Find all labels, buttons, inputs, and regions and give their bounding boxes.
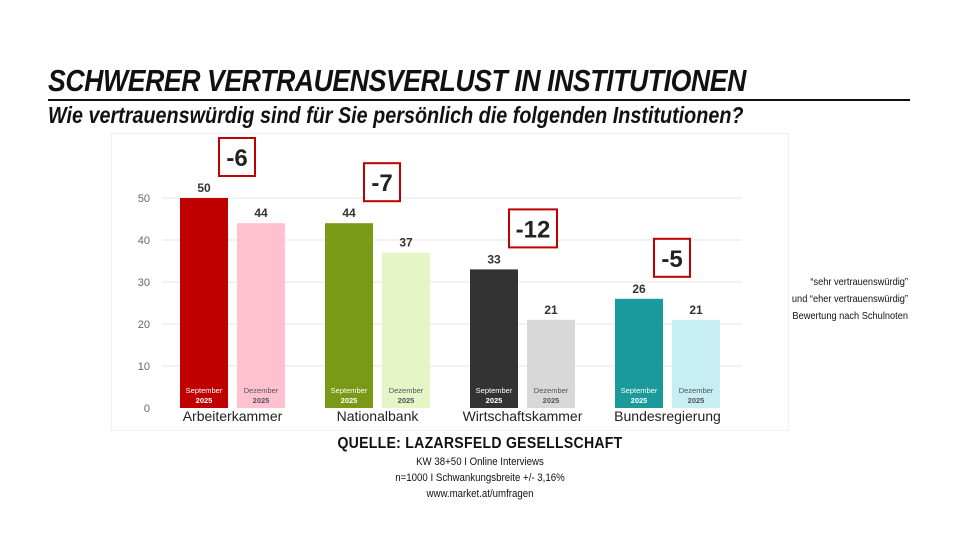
- difference-label: -7: [371, 170, 392, 197]
- bar-september: [325, 223, 373, 408]
- note-line-2: und “eher vertrauenswürdig”: [791, 293, 908, 305]
- difference-box: [508, 208, 558, 249]
- page-title: SCHWERER VERTRAUENSVERLUST IN INSTITUTIO…: [48, 63, 746, 98]
- bar-september: [180, 198, 228, 408]
- bar-september: [470, 269, 518, 408]
- data-label: 37: [399, 236, 413, 250]
- x-tick-label: Arbeiterkammer: [183, 408, 283, 424]
- title-divider: [48, 99, 910, 101]
- bar-series-label: September: [621, 386, 658, 395]
- data-label: 21: [544, 303, 558, 317]
- source-block: QUELLE: LAZARSFELD GESELLSCHAFT KW 38+50…: [300, 434, 660, 502]
- difference-label: -5: [661, 246, 682, 273]
- bar-series-label: Dezember: [679, 386, 714, 395]
- x-tick-label: Nationalbank: [337, 408, 420, 424]
- data-label: 44: [254, 206, 268, 220]
- bar-dezember: [382, 252, 430, 408]
- x-tick-label: Wirtschaftskammer: [463, 408, 583, 424]
- source-sample: n=1000 I Schwankungsbreite +/- 3,16%: [395, 472, 565, 484]
- difference-box: [363, 162, 401, 203]
- bar-series-label: 2025: [688, 396, 705, 405]
- source-heading: QUELLE: LAZARSFELD GESELLSCHAFT: [337, 435, 623, 452]
- bar-dezember: [672, 319, 720, 408]
- x-tick-label: Bundesregierung: [614, 408, 721, 424]
- bar-dezember: [237, 223, 285, 408]
- bar-series-label: Dezember: [244, 386, 279, 395]
- y-tick-label: 30: [138, 277, 150, 289]
- note-line-3: Bewertung nach Schulnoten: [792, 310, 908, 322]
- bar-september: [615, 298, 663, 408]
- bar-series-label: Dezember: [534, 386, 569, 395]
- y-tick-label: 40: [138, 235, 150, 247]
- note-line-1: “sehr vertrauenswürdig”: [810, 276, 908, 288]
- difference-label: -6: [226, 145, 247, 172]
- source-method: KW 38+50 I Online Interviews: [416, 456, 544, 468]
- bar-series-label: September: [186, 386, 223, 395]
- bar-series-label: 2025: [398, 396, 415, 405]
- y-tick-label: 0: [144, 403, 150, 415]
- data-label: 33: [487, 252, 501, 266]
- data-label: 50: [197, 181, 211, 195]
- bar-dezember: [527, 319, 575, 408]
- page-subtitle: Wie vertrauenswürdig sind für Sie persön…: [48, 102, 744, 128]
- bar-series-label: September: [331, 386, 368, 395]
- data-label: 21: [689, 303, 703, 317]
- difference-box: [218, 137, 256, 177]
- chart-note: “sehr vertrauenswürdig” und “eher vertra…: [778, 274, 908, 325]
- source-url: www.market.at/umfragen: [426, 488, 534, 500]
- data-label: 44: [342, 206, 356, 220]
- bar-series-label: September: [476, 386, 513, 395]
- y-tick-label: 10: [138, 361, 150, 373]
- bar-chart: 010203040505044September2025Dezember2025…: [138, 137, 742, 424]
- bar-series-label: 2025: [253, 396, 270, 405]
- y-tick-label: 50: [138, 193, 150, 205]
- bar-series-label: 2025: [341, 396, 358, 405]
- data-label: 26: [632, 282, 646, 296]
- bar-series-label: Dezember: [389, 386, 424, 395]
- difference-box: [653, 237, 691, 278]
- bar-series-label: 2025: [631, 396, 648, 405]
- bar-series-label: 2025: [543, 396, 560, 405]
- bar-series-label: 2025: [196, 396, 213, 405]
- difference-label: -12: [516, 216, 551, 243]
- y-tick-label: 20: [138, 319, 150, 331]
- bar-series-label: 2025: [486, 396, 503, 405]
- chart-panel: 0 10 20 30 40 50 50 44 September 2025 Dezember 2025…: [112, 134, 788, 430]
